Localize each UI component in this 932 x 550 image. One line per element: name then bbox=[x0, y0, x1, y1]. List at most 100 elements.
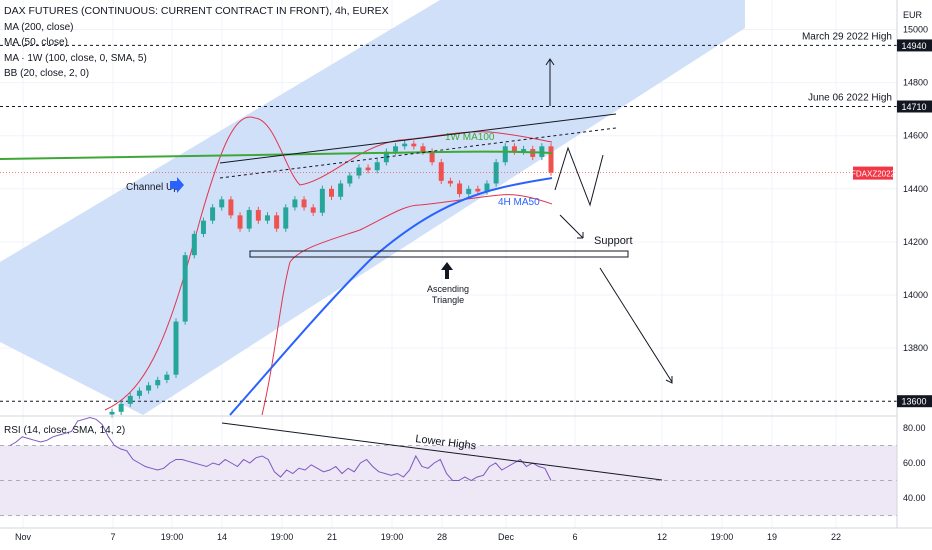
price-tick: 14600 bbox=[903, 131, 928, 141]
time-tick: 19:00 bbox=[381, 532, 404, 542]
candle bbox=[356, 167, 362, 176]
level-badge bbox=[897, 100, 932, 113]
time-tick: 19 bbox=[767, 532, 777, 542]
candle bbox=[338, 183, 344, 197]
legend: DAX FUTURES (CONTINUOUS: CURRENT CONTRAC… bbox=[4, 4, 389, 82]
time-tick: Nov bbox=[15, 532, 32, 542]
price-tick: 14800 bbox=[903, 78, 928, 88]
candle bbox=[301, 199, 307, 208]
target-arrow-down bbox=[599, 267, 673, 383]
candle bbox=[521, 148, 527, 152]
level-badge bbox=[897, 395, 932, 408]
ma-1w-label: 1W MA100 bbox=[445, 132, 495, 143]
currency-label: EUR bbox=[903, 10, 923, 20]
blue-arrow-icon bbox=[170, 177, 184, 193]
candle bbox=[182, 255, 188, 322]
candle bbox=[402, 143, 408, 147]
candle bbox=[502, 146, 508, 163]
price-tick: 14400 bbox=[903, 184, 928, 194]
candle bbox=[210, 207, 216, 221]
arrow-head bbox=[545, 58, 555, 66]
candle bbox=[264, 215, 270, 221]
time-tick: 21 bbox=[327, 532, 337, 542]
candle bbox=[237, 215, 243, 229]
candle bbox=[447, 180, 453, 184]
candle bbox=[127, 395, 133, 404]
candle bbox=[219, 199, 225, 208]
time-tick: 19:00 bbox=[271, 532, 294, 542]
rsi-title: RSI (14, close, SMA, 14, 2) bbox=[4, 425, 125, 436]
level-badge-text: 13600 bbox=[901, 397, 926, 407]
candle bbox=[411, 143, 417, 147]
time-tick: 22 bbox=[831, 532, 841, 542]
candle bbox=[310, 207, 316, 213]
candle bbox=[420, 146, 426, 152]
candle bbox=[329, 188, 334, 197]
lower-highs-line bbox=[221, 422, 663, 481]
time-tick: 19:00 bbox=[711, 532, 734, 542]
price-axis-bg bbox=[897, 0, 932, 550]
candle bbox=[383, 151, 389, 163]
rsi-tick: 60.00 bbox=[903, 458, 926, 468]
rsi-tick: 80.00 bbox=[903, 423, 926, 433]
price-tick: 13800 bbox=[903, 343, 928, 353]
support-label: Support bbox=[594, 235, 633, 247]
candles[interactable] bbox=[109, 140, 554, 418]
candle bbox=[173, 321, 179, 375]
candle bbox=[164, 374, 170, 380]
candle bbox=[146, 385, 152, 391]
bb-lower bbox=[261, 194, 553, 416]
candle bbox=[109, 411, 115, 415]
candle bbox=[511, 146, 517, 152]
projection-zigzag bbox=[554, 146, 604, 207]
moving-averages: 1W MA100 4H MA50 bbox=[0, 132, 553, 416]
time-tick: 6 bbox=[572, 532, 577, 542]
candle bbox=[374, 162, 380, 171]
ma-4h-label: 4H MA50 bbox=[498, 197, 540, 208]
candle bbox=[191, 233, 197, 256]
level-badge-text: 14940 bbox=[901, 41, 926, 51]
support-box bbox=[249, 250, 629, 258]
up-arrow-icon bbox=[441, 262, 453, 279]
symbol-text: FDAXZ2022 bbox=[851, 170, 896, 179]
candle bbox=[200, 220, 206, 234]
rsi-line bbox=[9, 416, 552, 482]
arrow-head bbox=[665, 376, 673, 384]
candle bbox=[365, 167, 371, 171]
candle bbox=[155, 379, 161, 386]
candle bbox=[136, 390, 142, 396]
symbol-badge bbox=[853, 166, 893, 180]
candle bbox=[118, 403, 124, 412]
indicator-ma-1w: MA · 1W (100, close, 0, SMA, 5) bbox=[4, 52, 147, 64]
indicator-ma50: MA (50, close) bbox=[4, 37, 68, 48]
level-badge bbox=[897, 39, 932, 52]
time-tick: 7 bbox=[110, 532, 115, 542]
time-tick: 12 bbox=[657, 532, 667, 542]
time-tick: 14 bbox=[217, 532, 227, 542]
support-arrow bbox=[559, 214, 584, 239]
triangle-label: Triangle bbox=[432, 295, 464, 305]
ma-4h-line bbox=[229, 177, 553, 416]
candle bbox=[493, 162, 499, 184]
candle bbox=[283, 207, 289, 229]
candle bbox=[228, 199, 234, 216]
candle bbox=[393, 146, 399, 152]
indicator-bb: BB (20, close, 2, 0) bbox=[4, 68, 90, 79]
candle bbox=[292, 199, 298, 208]
time-tick: 28 bbox=[437, 532, 447, 542]
ascending-label: Ascending bbox=[427, 284, 469, 294]
time-tick: 19:00 bbox=[161, 532, 184, 542]
candle bbox=[274, 215, 280, 229]
chart-title: DAX FUTURES (CONTINUOUS: CURRENT CONTRAC… bbox=[4, 5, 389, 17]
candle bbox=[347, 175, 353, 184]
price-tick: 14200 bbox=[903, 237, 928, 247]
candle bbox=[457, 183, 463, 195]
indicator-ma200: MA (200, close) bbox=[4, 21, 74, 33]
time-tick: Dec bbox=[498, 532, 515, 542]
candle bbox=[246, 210, 252, 229]
candle bbox=[429, 151, 435, 163]
channel-up-label: Channel Up bbox=[126, 182, 179, 193]
triangle-dashed-line bbox=[219, 127, 617, 179]
candle bbox=[255, 210, 261, 221]
